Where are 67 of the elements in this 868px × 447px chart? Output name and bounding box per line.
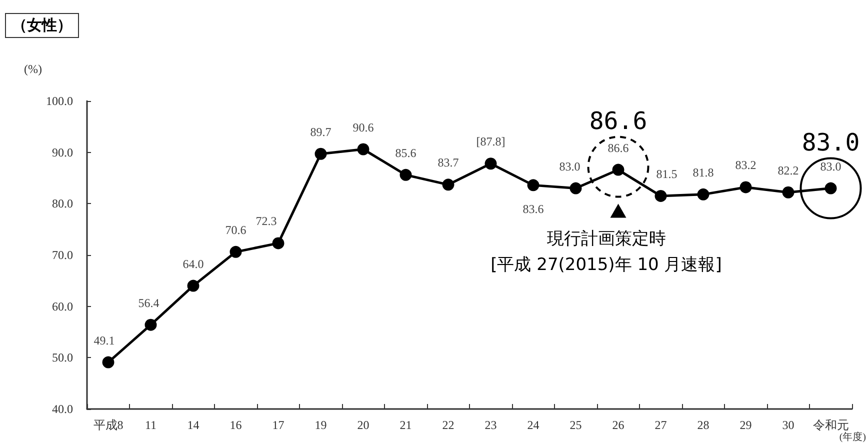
x-tick-label: 27 — [654, 418, 667, 432]
x-tick-label: 17 — [272, 418, 284, 432]
data-label: 82.2 — [778, 163, 799, 178]
point — [824, 182, 837, 194]
x-tick-label: 23 — [484, 418, 497, 432]
x-axis-title: (年度) — [839, 430, 866, 444]
data-label: 56.4 — [138, 296, 160, 310]
x-tick-label: 30 — [782, 418, 794, 432]
y-tick-label: 50.0 — [52, 350, 73, 365]
point — [230, 246, 242, 258]
y-tick-label: 80.0 — [52, 196, 73, 211]
annotation: 86.6 — [589, 106, 648, 135]
data-label: 83.6 — [522, 202, 544, 216]
point — [654, 190, 667, 202]
point — [697, 188, 710, 200]
y-axis-title: (%) — [24, 62, 42, 77]
point — [400, 168, 412, 181]
y-tick-label: 60.0 — [52, 299, 73, 314]
point — [357, 143, 370, 156]
data-label: 83.0 — [820, 159, 842, 174]
x-tick-label: 21 — [400, 418, 412, 432]
x-tick-label: 16 — [230, 418, 242, 432]
y-tick-label: 90.0 — [52, 145, 73, 160]
point — [782, 186, 794, 198]
x-tick-label: 19 — [314, 418, 327, 432]
data-label: 85.6 — [395, 146, 416, 160]
data-label: 90.6 — [352, 120, 374, 134]
point — [272, 237, 284, 250]
x-tick-label: 20 — [357, 418, 370, 432]
data-label: 89.7 — [310, 124, 332, 139]
annotation: 83.0 — [802, 128, 860, 156]
data-label: 64.0 — [182, 256, 204, 271]
x-tick-label: 29 — [740, 418, 752, 432]
point — [570, 182, 582, 194]
data-label: 49.1 — [94, 333, 115, 348]
data-label: 81.8 — [692, 165, 714, 180]
point — [612, 164, 624, 176]
point — [527, 179, 540, 192]
data-label: 83.2 — [735, 158, 756, 172]
data-label: 83.0 — [559, 159, 580, 174]
x-tick-label: 平成8 — [93, 418, 124, 432]
x-tick-label: 14 — [187, 418, 200, 432]
y-tick-label: 40.0 — [52, 402, 73, 416]
data-label: 83.7 — [438, 156, 459, 170]
point — [740, 181, 752, 194]
data-label: 81.5 — [656, 166, 678, 181]
x-tick-label: 22 — [442, 418, 454, 432]
data-label: 72.3 — [256, 214, 277, 228]
point — [102, 356, 114, 368]
x-tick-label: 28 — [697, 418, 710, 432]
x-tick-label: 26 — [612, 418, 624, 432]
point — [442, 178, 454, 191]
x-tick-label: 25 — [570, 418, 582, 432]
data-label: [87.8] — [476, 134, 506, 149]
point — [484, 158, 497, 170]
annotation: 現行計画策定時 [平成 27(2015)年 10 月速報] — [490, 228, 722, 275]
chart-title: （女性） — [5, 13, 79, 38]
point — [314, 148, 327, 160]
y-tick-label: 100.0 — [46, 94, 73, 108]
y-tick-label: 70.0 — [52, 248, 73, 262]
point — [187, 280, 200, 292]
point — [144, 318, 157, 331]
data-label: 70.6 — [225, 222, 246, 237]
data-label: 86.6 — [608, 140, 629, 155]
x-tick-label: 24 — [527, 418, 540, 432]
x-tick-label: 11 — [144, 418, 157, 432]
x-tick-label: 令和元 — [812, 418, 849, 432]
